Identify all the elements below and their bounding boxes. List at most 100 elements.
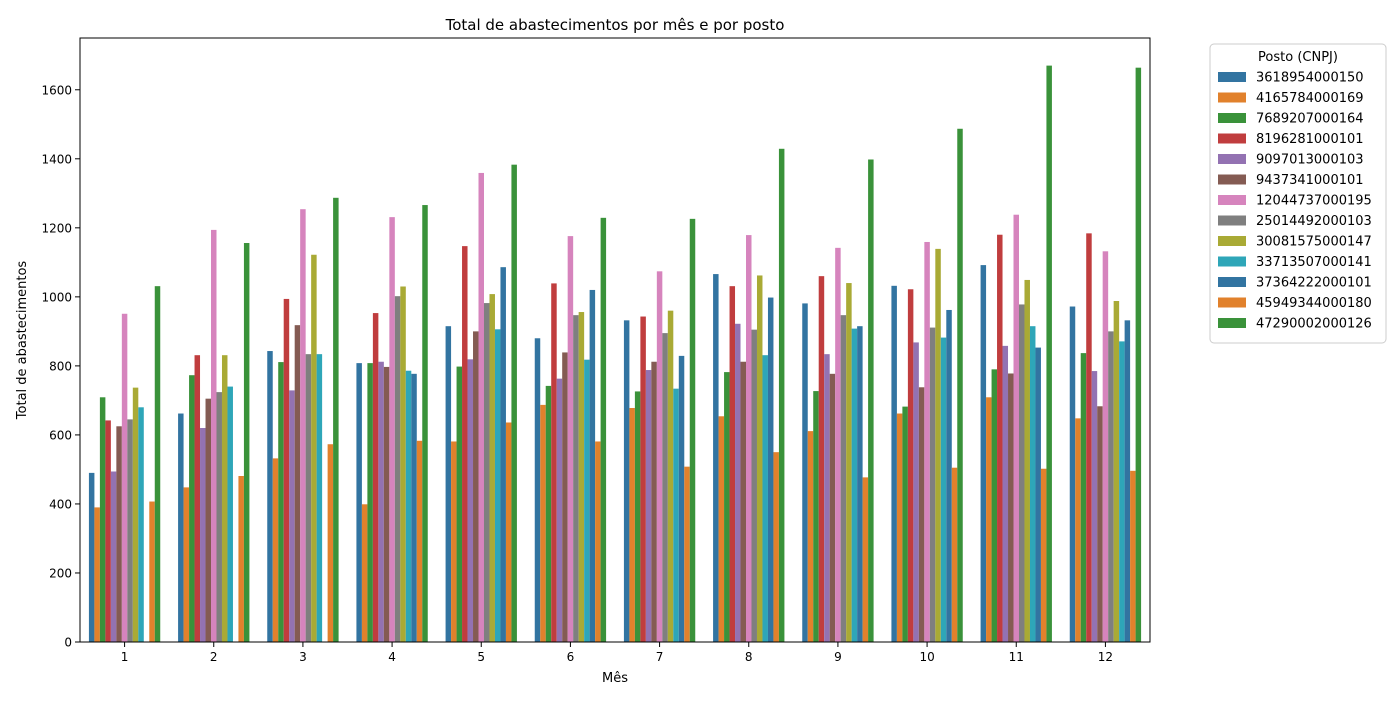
y-tick-label: 400 — [49, 497, 72, 511]
bar — [673, 388, 679, 642]
bar — [200, 428, 206, 642]
y-tick-label: 1600 — [41, 83, 72, 97]
bar — [824, 354, 830, 642]
bar — [483, 303, 490, 642]
bar — [891, 285, 897, 642]
bar — [216, 392, 222, 642]
legend-label: 30081575000147 — [1256, 235, 1372, 250]
bar — [361, 504, 368, 642]
bar — [713, 274, 719, 642]
bar — [940, 337, 947, 642]
legend-swatch — [1218, 72, 1246, 82]
bar — [746, 235, 752, 642]
bar — [629, 407, 635, 642]
bar — [378, 361, 384, 642]
bar — [902, 406, 908, 642]
legend-label: 4165784000169 — [1256, 91, 1364, 106]
y-axis: 0 200 400 600 800 1000 1200 1400 1600 — [41, 83, 80, 650]
bar — [316, 354, 323, 642]
bar — [868, 159, 874, 643]
bar — [862, 477, 869, 642]
bars-layer — [88, 65, 1142, 643]
bar — [267, 351, 273, 642]
bar — [1080, 353, 1087, 642]
legend-swatch — [1218, 195, 1246, 205]
bar — [394, 296, 401, 642]
bar — [227, 386, 233, 642]
bar — [802, 303, 808, 642]
bar — [773, 452, 779, 642]
legend-swatch — [1218, 318, 1246, 328]
y-tick-label: 1200 — [41, 221, 72, 235]
bar — [422, 205, 428, 643]
bar — [154, 286, 161, 642]
y-axis-label: Total de abastecimentos — [15, 261, 30, 421]
bar — [767, 297, 774, 642]
bar — [405, 370, 412, 642]
bar — [857, 326, 863, 642]
legend-label: 25014492000103 — [1256, 214, 1372, 229]
bar — [389, 217, 395, 642]
bar — [1046, 65, 1052, 643]
bar — [456, 366, 463, 642]
y-tick-label: 200 — [49, 566, 72, 580]
legend-label: 45949344000180 — [1256, 296, 1372, 311]
bar — [756, 275, 763, 642]
legend-swatch — [1218, 113, 1246, 123]
y-tick-label: 800 — [49, 359, 72, 373]
bar — [478, 172, 484, 642]
bar — [110, 471, 117, 642]
bar — [751, 329, 757, 642]
bar — [505, 422, 512, 642]
legend-swatch — [1218, 174, 1246, 185]
bar — [991, 369, 998, 642]
bar — [105, 420, 111, 642]
bar — [835, 247, 841, 642]
x-axis-label: Mês — [602, 671, 628, 686]
bar — [1108, 331, 1114, 642]
bar — [494, 329, 501, 642]
x-tick-label: 9 — [834, 650, 842, 664]
bar — [1024, 279, 1030, 642]
bar — [540, 404, 546, 642]
bar — [473, 331, 479, 642]
y-tick-label: 1000 — [41, 290, 72, 304]
bar — [1002, 345, 1009, 642]
legend-label: 47290002000126 — [1256, 317, 1372, 332]
bar — [372, 313, 379, 642]
bar — [573, 315, 579, 642]
bar — [1124, 320, 1131, 642]
bar — [551, 283, 557, 642]
legend-swatch — [1218, 256, 1246, 267]
bar — [333, 197, 339, 643]
bar — [138, 407, 144, 642]
legend-label: 37364222000101 — [1256, 276, 1372, 291]
bar — [718, 416, 725, 642]
bar — [656, 271, 663, 642]
bar — [689, 218, 696, 642]
bar — [327, 444, 334, 642]
bar — [305, 354, 312, 642]
bar — [311, 254, 317, 642]
legend-title: Posto (CNPJ) — [1258, 50, 1338, 65]
bar — [500, 267, 506, 642]
bar — [367, 363, 373, 642]
bar — [1008, 373, 1014, 642]
bar — [278, 362, 284, 642]
bar — [584, 359, 590, 642]
bar — [678, 355, 685, 642]
legend-swatch — [1218, 92, 1246, 103]
bar — [818, 276, 825, 642]
bar — [121, 313, 128, 642]
bar — [238, 475, 244, 642]
legend-label: 8196281000101 — [1256, 132, 1364, 147]
bar — [567, 236, 574, 643]
bar — [740, 361, 747, 642]
bar — [211, 229, 217, 642]
bar — [534, 338, 541, 642]
legend-label: 33713507000141 — [1256, 255, 1372, 270]
legend-items: 3618954000150 4165784000169 7689207000164 8… — [1218, 71, 1372, 332]
x-tick-label: 1 — [121, 650, 129, 664]
bar — [778, 148, 785, 643]
